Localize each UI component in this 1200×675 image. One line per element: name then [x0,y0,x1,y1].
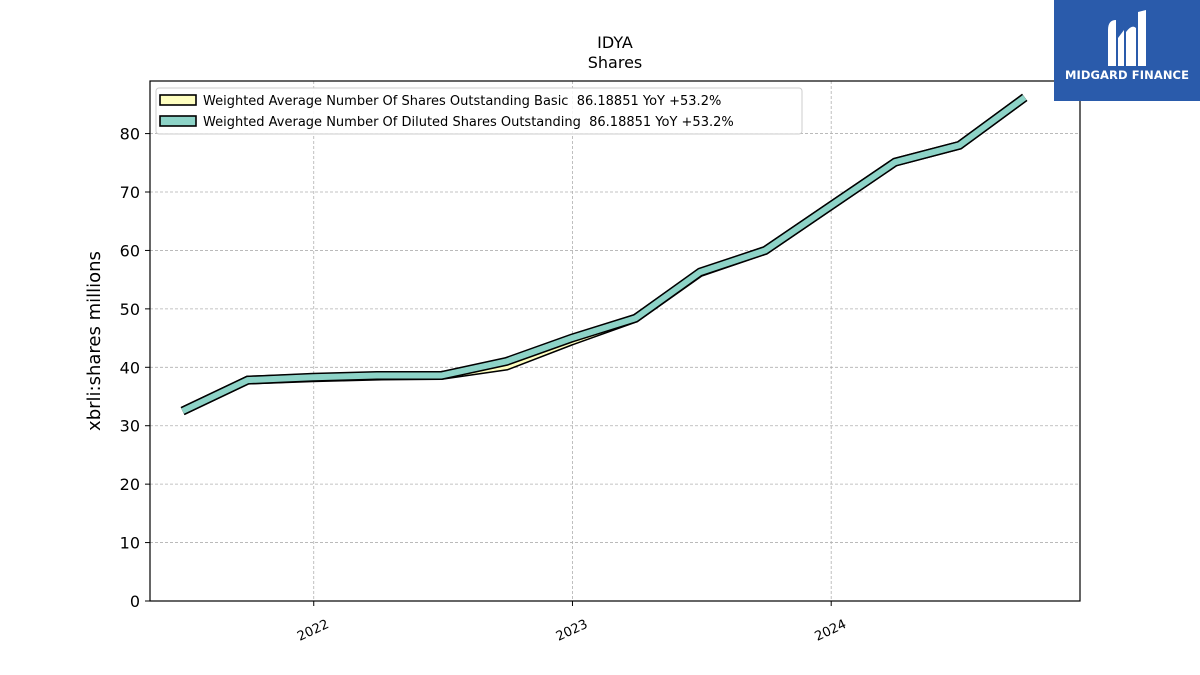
y-tick-label: 50 [120,300,140,319]
series-1-line [181,94,1027,414]
series-1 [180,93,1028,416]
chart-title: IDYA [597,33,633,52]
logo-text: MIDGARD FINANCE [1064,68,1190,82]
y-tick-label: 0 [130,592,140,611]
x-tick-label: 2022 [295,617,331,645]
y-axis: 0 10 20 30 40 50 60 70 80 [120,125,150,611]
x-tick-label: 2024 [813,617,849,645]
legend-swatch [159,94,197,106]
series-2-outline [180,93,1028,416]
legend: Weighted Average Number Of Shares Outsta… [155,87,803,135]
y-tick-label: 20 [120,475,140,494]
legend-swatch [159,115,197,127]
series-lines [180,93,1028,416]
y-tick-label: 30 [120,417,140,436]
y-tick-label: 10 [120,534,140,553]
x-axis: 2022 2023 2024 [295,601,849,645]
y-axis-label: xbrli:shares millions [84,251,105,431]
y-tick-label: 80 [120,125,140,144]
plot-frame [149,80,1081,602]
y-tick-label: 60 [120,241,140,260]
y-tick-label: 70 [120,183,140,202]
series-2-line [181,94,1027,414]
legend-label: Weighted Average Number Of Shares Outsta… [203,94,721,109]
grid [150,81,1080,602]
series-1-outline [180,93,1028,416]
chart-subtitle: Shares [588,53,643,72]
legend-label: Weighted Average Number Of Diluted Share… [203,115,734,130]
x-tick-label: 2023 [554,617,590,645]
legend-box [155,87,803,135]
y-tick-label: 40 [120,358,140,377]
series-2 [180,93,1028,416]
midgard-finance-logo: MIDGARD FINANCE [1054,0,1200,101]
midgard-logo-icon [1108,10,1146,67]
